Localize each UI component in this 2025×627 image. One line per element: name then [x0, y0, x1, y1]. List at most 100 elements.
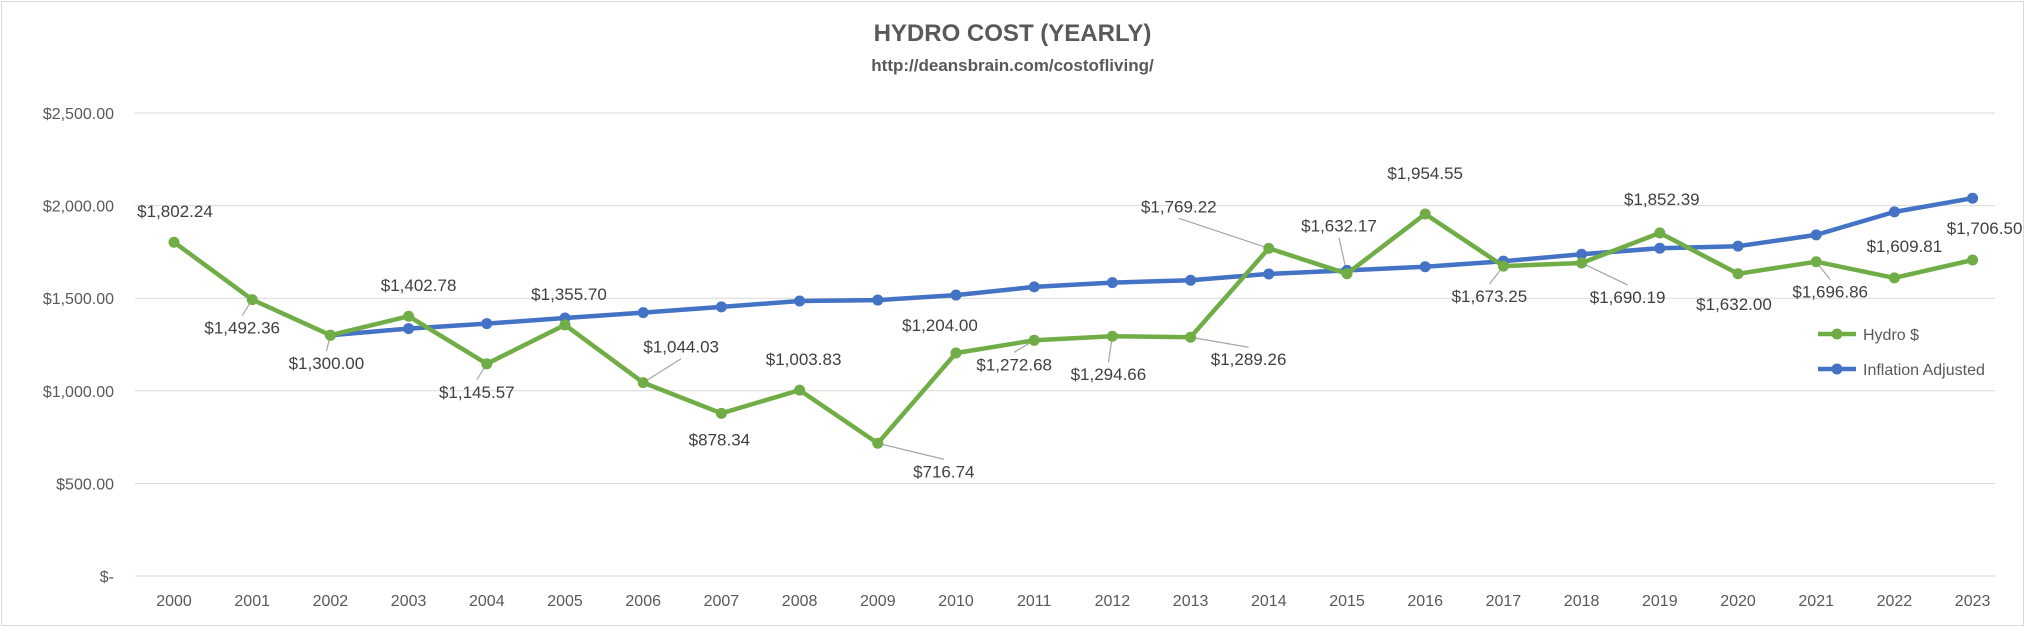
x-tick-label: 2012: [1095, 593, 1131, 610]
data-label: $1,609.81: [1867, 237, 1943, 256]
hydro-point: [715, 407, 727, 419]
label-leader-line: [1190, 336, 1249, 348]
data-label: $1,632.00: [1696, 295, 1772, 314]
y-tick-label: $500.00: [56, 476, 114, 493]
legend: Hydro $ Inflation Adjusted: [1818, 327, 1985, 379]
label-leader-line: [1581, 262, 1628, 286]
hydro-point: [1419, 208, 1431, 220]
x-tick-label: 2020: [1720, 593, 1756, 610]
hydro-point: [1576, 257, 1588, 269]
x-axis-ticks: 2000 2001 2002 2003 2004 2005 2006 2007 2008 2009…: [156, 593, 1990, 610]
data-label: $1,272.68: [976, 355, 1052, 374]
inflation-point: [1810, 229, 1822, 241]
gridlines: [135, 112, 1995, 577]
x-tick-label: 2000: [156, 593, 192, 610]
data-label: $1,204.00: [902, 316, 978, 335]
x-tick-label: 2004: [469, 593, 505, 610]
data-label: $1,690.19: [1590, 288, 1666, 307]
x-tick-label: 2010: [938, 593, 974, 610]
hydro-point: [1967, 254, 1979, 266]
x-tick-label: 2006: [625, 593, 661, 610]
hydro-point: [324, 329, 336, 341]
hydro-point: [403, 310, 415, 322]
data-label: $1,492.36: [204, 319, 280, 338]
data-label: $1,696.86: [1792, 283, 1868, 302]
hydro-point: [559, 319, 571, 331]
hydro-point: [1106, 330, 1118, 342]
data-label: $1,289.26: [1211, 350, 1287, 369]
inflation-point: [872, 294, 884, 306]
data-label: $1,044.03: [643, 338, 719, 357]
data-label: $878.34: [689, 430, 750, 449]
label-leader-line: [877, 442, 944, 460]
hydro-point: [246, 294, 258, 306]
inflation-point: [1576, 248, 1588, 260]
x-tick-label: 2001: [234, 593, 270, 610]
x-tick-label: 2018: [1564, 593, 1600, 610]
hydro-point: [1263, 242, 1275, 254]
x-tick-label: 2017: [1486, 593, 1522, 610]
x-tick-label: 2016: [1407, 593, 1443, 610]
label-leader-line: [1178, 217, 1269, 249]
inflation-point: [1263, 268, 1275, 280]
x-tick-label: 2008: [782, 593, 818, 610]
hydro-point: [168, 236, 180, 248]
legend-label: Inflation Adjusted: [1863, 362, 1985, 379]
y-tick-label: $-: [100, 569, 114, 586]
data-label: $1,003.83: [766, 350, 842, 369]
x-tick-label: 2014: [1251, 593, 1287, 610]
hydro-point: [637, 377, 649, 389]
data-label: $1,954.55: [1387, 164, 1463, 183]
y-axis-ticks: $- $500.00 $1,000.00 $1,500.00 $2,000.00 $2,5…: [43, 106, 114, 586]
x-tick-label: 2011: [1017, 593, 1052, 610]
inflation-point: [1106, 277, 1118, 289]
inflation-point: [637, 307, 649, 319]
hydro-point: [1185, 331, 1197, 343]
inflation-point: [794, 295, 806, 307]
hydro-point: [1888, 272, 1900, 284]
legend-swatch-marker: [1831, 363, 1843, 375]
inflation-point: [1967, 192, 1979, 204]
chart-title: HYDRO COST (YEARLY): [873, 20, 1152, 47]
data-label: $1,632.17: [1301, 217, 1377, 236]
x-tick-label: 2023: [1955, 593, 1991, 610]
y-tick-label: $1,500.00: [43, 291, 114, 308]
data-label: $1,145.57: [439, 383, 515, 402]
x-tick-label: 2022: [1877, 593, 1913, 610]
hydro-series-line: [171, 211, 1975, 446]
x-tick-label: 2005: [547, 593, 583, 610]
inflation-point: [1732, 240, 1744, 252]
x-tick-label: 2013: [1173, 593, 1209, 610]
hydro-point: [1028, 334, 1040, 346]
chart-subtitle: http://deansbrain.com/costofliving/: [871, 56, 1154, 75]
inflation-point: [1028, 281, 1040, 293]
data-label: $1,852.39: [1624, 190, 1700, 209]
data-label: $1,673.25: [1452, 287, 1528, 306]
data-label: $1,300.00: [289, 354, 365, 373]
inflation-point: [1419, 261, 1431, 273]
y-tick-label: $2,000.00: [43, 199, 114, 216]
hydro-point: [1497, 260, 1509, 272]
hydro-point: [1654, 227, 1666, 239]
inflation-point: [403, 323, 415, 335]
data-label: $1,802.24: [137, 202, 213, 221]
series-group: [168, 192, 1979, 449]
hydro-point: [950, 347, 962, 359]
x-tick-label: 2019: [1642, 593, 1678, 610]
legend-label: Hydro $: [1863, 327, 1919, 344]
inflation-point: [1654, 242, 1666, 254]
data-label: $1,355.70: [531, 285, 607, 304]
data-labels: $1,802.24 $1,492.36 $1,300.00 $1,402.78 $1,1…: [137, 164, 2022, 481]
hydro-point: [481, 358, 493, 370]
data-label: $1,706.50: [1947, 219, 2023, 238]
hydro-point: [872, 437, 884, 449]
x-tick-label: 2015: [1329, 593, 1365, 610]
inflation-point: [481, 318, 493, 330]
y-tick-label: $1,000.00: [43, 384, 114, 401]
inflation-point: [950, 289, 962, 301]
data-label: $716.74: [913, 462, 974, 481]
data-label: $1,402.78: [381, 276, 457, 295]
x-tick-label: 2003: [391, 593, 427, 610]
label-leader-line: [642, 358, 682, 384]
